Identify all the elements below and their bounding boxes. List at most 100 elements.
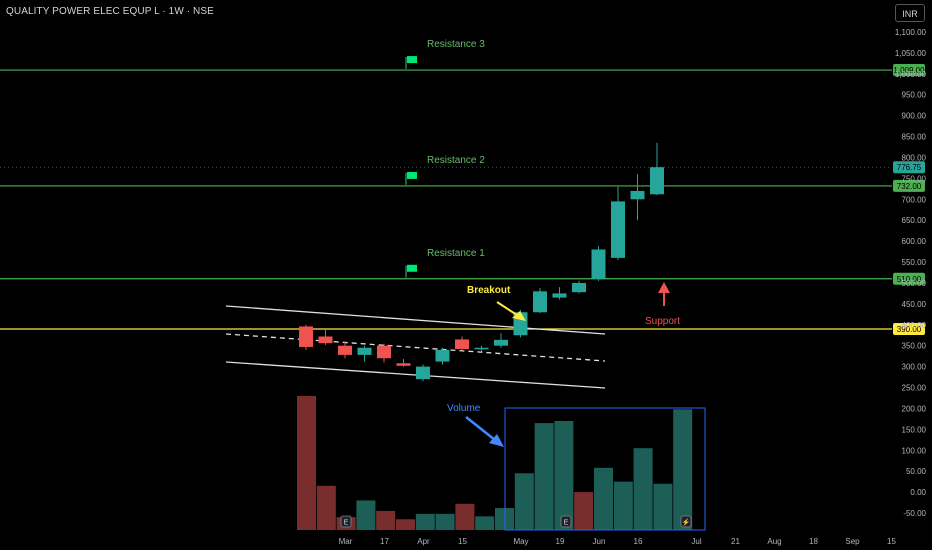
x-tick-label: May	[513, 537, 528, 546]
last-price-label: 776.75	[897, 163, 922, 172]
volume-bar	[455, 503, 475, 530]
channel-mid-line	[225, 333, 606, 362]
flag-icon	[407, 264, 417, 272]
level-price-tag	[893, 179, 925, 192]
x-tick-label: 15	[887, 537, 896, 546]
y-tick-label: 450.00	[902, 300, 927, 309]
volume-bar	[574, 492, 594, 530]
x-tick-label: Jul	[691, 537, 701, 546]
annotations: Breakout Support Volume	[447, 282, 680, 447]
level-price-label: 510.00	[897, 275, 922, 284]
candle-body	[435, 349, 450, 362]
candle-body	[552, 293, 567, 298]
y-tick-label: 600.00	[902, 237, 927, 246]
candle-body	[299, 326, 313, 347]
y-tick-label: 0.00	[910, 488, 926, 497]
volume-bar	[415, 513, 435, 530]
y-tick-label: 900.00	[902, 112, 927, 121]
marker-glyph: ⚡	[682, 518, 691, 527]
candle-body	[533, 291, 547, 313]
marker-glyph: E	[344, 520, 349, 527]
channel-lower-line	[225, 361, 606, 389]
horizontal-levels: 1,009.00 Resistance 3 732.00 Resistance 2 51…	[0, 39, 925, 335]
level-name-label: Resistance 1	[427, 248, 485, 259]
candle-body	[572, 282, 586, 293]
volume-bar	[594, 467, 613, 530]
y-tick-label: 650.00	[902, 216, 927, 225]
candle-body	[611, 201, 625, 258]
volume-bar	[653, 483, 673, 530]
y-tick-label: 350.00	[902, 342, 927, 351]
candle-body	[650, 167, 664, 195]
level-price-label: 390.00	[897, 325, 922, 334]
marker-glyph: E	[564, 520, 569, 527]
volume-highlight-box	[504, 407, 706, 531]
y-tick-label: 200.00	[902, 404, 927, 413]
x-tick-label: 17	[380, 537, 389, 546]
level-name-label: Resistance 2	[427, 155, 485, 166]
channel-upper-line	[225, 305, 606, 335]
volume-arrow-head	[489, 434, 504, 447]
breakout-label: Breakout	[467, 285, 511, 296]
volume-bars: E E ⚡	[297, 395, 706, 531]
price-axis: 1,100.00 1,050.00 1,000.00 950.00 900.00 850.…	[895, 28, 927, 518]
support-label: Support	[645, 316, 680, 327]
candle-body	[591, 249, 606, 279]
support-arrow-head	[658, 282, 670, 293]
candle-body	[377, 345, 391, 359]
candles	[299, 142, 664, 382]
candle-body	[630, 190, 645, 200]
y-tick-label: 800.00	[902, 153, 927, 162]
y-tick-label: 50.00	[906, 467, 927, 476]
volume-bar	[633, 448, 653, 530]
volume-bar	[435, 513, 455, 530]
descending-channel	[225, 305, 606, 389]
level-price-tag	[893, 64, 925, 77]
y-tick-label: 700.00	[902, 195, 927, 204]
chart-title: QUALITY POWER ELEC EQUP L · 1W · NSE	[6, 6, 214, 17]
level-price-label: 732.00	[897, 182, 922, 191]
time-axis: Mar 17 Apr 15 May 19 Jun 16 Jul 21 Aug 18 Sep 15	[339, 537, 897, 546]
candle-body	[455, 339, 469, 350]
earnings-marker-icon	[340, 515, 352, 528]
volume-bar	[554, 420, 574, 530]
volume-bar	[356, 500, 376, 530]
volume-arrow	[465, 416, 496, 441]
dividend-marker-icon	[680, 515, 692, 528]
y-tick-label: -50.00	[903, 509, 926, 518]
volume-bar	[534, 423, 554, 530]
y-tick-label: 150.00	[902, 425, 927, 434]
volume-label: Volume	[447, 403, 481, 414]
candle-body	[474, 347, 489, 350]
candle-body	[494, 339, 508, 346]
x-tick-label: Aug	[767, 537, 781, 546]
x-tick-label: 21	[731, 537, 740, 546]
breakout-arrow-head	[512, 311, 526, 321]
y-tick-label: 950.00	[902, 91, 927, 100]
last-price-tag	[893, 161, 925, 174]
volume-bar	[514, 473, 534, 530]
candle-body	[416, 366, 430, 380]
x-tick-label: 16	[634, 537, 643, 546]
y-tick-label: 250.00	[902, 384, 927, 393]
volume-bar	[673, 409, 693, 530]
x-tick-label: 19	[556, 537, 565, 546]
y-tick-label: 500.00	[902, 279, 927, 288]
volume-bar	[475, 516, 495, 530]
level-name-label: Resistance 3	[427, 39, 485, 50]
y-tick-label: 300.00	[902, 363, 927, 372]
candle-body	[357, 347, 372, 355]
candle-body	[318, 336, 333, 344]
x-tick-label: Jun	[593, 537, 606, 546]
y-tick-label: 400.00	[902, 321, 927, 330]
volume-bar	[376, 510, 396, 530]
x-tick-label: 18	[809, 537, 818, 546]
earnings-marker-icon	[560, 515, 572, 528]
level-price-label: 1,009.00	[893, 66, 925, 75]
flag-icon	[407, 171, 417, 179]
candle-body	[338, 345, 352, 355]
y-tick-label: 100.00	[902, 446, 927, 455]
currency-selector[interactable]: INR	[895, 4, 925, 22]
x-tick-label: Mar	[339, 537, 353, 546]
